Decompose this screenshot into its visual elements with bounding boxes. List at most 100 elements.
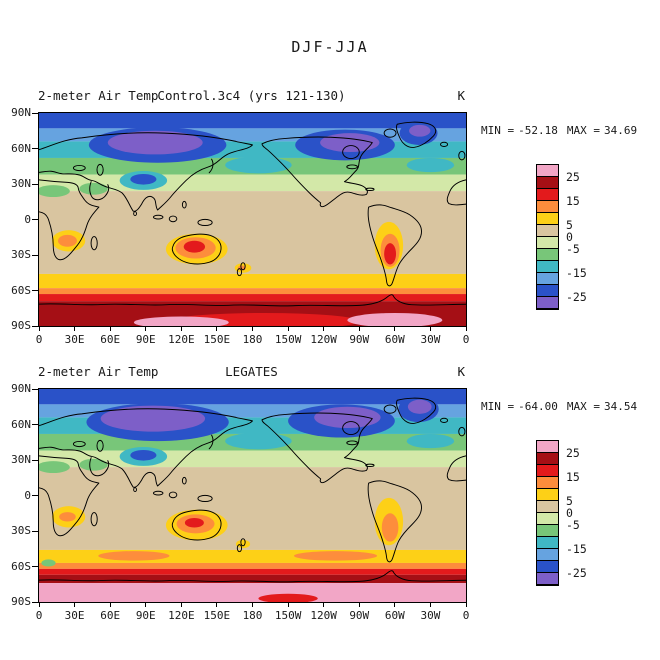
lon-tick-label: 0 bbox=[462, 609, 470, 622]
lon-tick-label: 120E bbox=[168, 609, 195, 622]
panel-title-left: 2-meter Air Temp bbox=[38, 88, 159, 103]
coastline bbox=[39, 132, 253, 212]
lon-tick-label: 0 bbox=[462, 333, 470, 346]
coastline bbox=[39, 455, 100, 537]
island-outline bbox=[152, 490, 164, 496]
lon-tick-mark bbox=[38, 602, 40, 607]
colorbar-segment bbox=[537, 165, 558, 177]
colorbar-segment bbox=[537, 237, 558, 249]
lat-tick-label: 60S bbox=[11, 559, 31, 573]
min-value: -64.00 bbox=[518, 400, 558, 413]
island-outline bbox=[383, 128, 397, 138]
colorbar-tick-label: 5 bbox=[566, 218, 573, 232]
lon-tick-label: 30W bbox=[420, 609, 441, 622]
colorbar-segment bbox=[537, 501, 558, 513]
island-outline bbox=[365, 187, 375, 191]
island-outline bbox=[240, 262, 246, 271]
temperature-field-map bbox=[39, 389, 466, 602]
lat-tick-label: 0 bbox=[24, 212, 31, 226]
island-outline bbox=[365, 463, 375, 467]
lon-tick-mark bbox=[74, 326, 76, 331]
island-outline bbox=[440, 417, 449, 423]
colorbar-segment bbox=[537, 513, 558, 525]
lon-tick-mark bbox=[287, 326, 289, 331]
lon-tick-mark bbox=[216, 326, 218, 331]
coastline bbox=[261, 136, 373, 208]
island-outline bbox=[458, 426, 466, 437]
island-outline bbox=[342, 145, 360, 160]
lat-tick-mark bbox=[32, 424, 38, 425]
lon-tick-label: 30W bbox=[420, 333, 441, 346]
island-outline bbox=[383, 404, 397, 414]
lon-tick-mark bbox=[74, 602, 76, 607]
island-outline bbox=[168, 215, 178, 223]
lon-tick-label: 180 bbox=[242, 609, 263, 622]
colorbar-segment bbox=[537, 249, 558, 261]
lat-tick-mark bbox=[32, 112, 38, 114]
lat-tick-mark bbox=[32, 459, 38, 461]
lat-tick-label: 90S bbox=[11, 595, 31, 608]
coastline bbox=[446, 179, 466, 206]
lon-tick-mark bbox=[109, 326, 111, 331]
colorbar: 25 15 5 0 -5 -15 -25 bbox=[536, 440, 587, 586]
lon-tick-mark bbox=[323, 326, 325, 331]
colorbar-segment bbox=[537, 225, 558, 237]
coastline bbox=[39, 179, 100, 261]
panel-title-row: 2-meter Air Temp Control.3c4 (yrs 121-13… bbox=[38, 88, 465, 104]
coastline bbox=[39, 570, 466, 583]
island-outline bbox=[72, 440, 86, 448]
coastline bbox=[367, 204, 422, 287]
lat-tick-mark bbox=[32, 290, 38, 291]
lon-tick-mark bbox=[394, 602, 396, 607]
panel-title-row: 2-meter Air Temp LEGATES K bbox=[38, 364, 465, 380]
colorbar: 25 15 5 0 -5 -15 -25 bbox=[536, 164, 587, 310]
lat-tick-label: 30N bbox=[11, 177, 31, 190]
island-outline bbox=[440, 141, 449, 147]
colorbar-segment bbox=[537, 489, 558, 501]
island-outline bbox=[236, 268, 243, 277]
lon-tick-mark bbox=[429, 602, 431, 607]
min-value: -52.18 bbox=[518, 124, 558, 137]
lat-tick-label: 90N bbox=[11, 106, 31, 119]
colorbar-segment bbox=[537, 213, 558, 225]
lat-tick-label: 0 bbox=[24, 488, 31, 502]
island-outline bbox=[152, 214, 164, 220]
lat-tick-label: 30N bbox=[11, 453, 31, 466]
lon-tick-label: 0 bbox=[35, 333, 43, 346]
coastline bbox=[39, 294, 466, 307]
lon-tick-mark bbox=[38, 326, 40, 331]
colorbar-tick-label: -5 bbox=[566, 241, 580, 256]
coastline bbox=[171, 233, 222, 265]
island-outline bbox=[90, 512, 98, 527]
lon-tick-mark bbox=[109, 602, 111, 607]
lon-tick-label: 60E bbox=[100, 333, 121, 346]
colorbar-tick-label: 5 bbox=[566, 494, 573, 508]
lat-tick-mark bbox=[32, 495, 38, 496]
min-label: MIN = bbox=[481, 400, 515, 413]
island-outline bbox=[197, 218, 213, 227]
coastline bbox=[208, 158, 214, 174]
lon-tick-label: 180 bbox=[242, 333, 263, 346]
colorbar-tick-label: -15 bbox=[566, 542, 587, 556]
max-value: 34.54 bbox=[604, 400, 638, 413]
max-label: MAX = bbox=[566, 124, 600, 137]
lon-tick-label: 150W bbox=[274, 333, 302, 346]
colorbar-segment bbox=[537, 261, 558, 273]
colorbar-segment bbox=[537, 201, 558, 213]
coastline bbox=[367, 480, 422, 563]
coastline bbox=[208, 434, 214, 450]
lat-tick-label: 90N bbox=[11, 382, 31, 395]
map-plot-area: 90N 60N 30N 0 30S 60S 90S 0 30E 60E 90E 120E 150E 180… bbox=[11, 106, 469, 346]
colorbar-tick-label: 25 bbox=[566, 445, 580, 460]
coastline bbox=[261, 412, 373, 484]
lat-tick-label: 90S bbox=[11, 319, 31, 332]
lat-tick-mark bbox=[32, 530, 38, 532]
lon-tick-mark bbox=[180, 326, 182, 331]
island-outline bbox=[90, 236, 98, 251]
colorbar-segment bbox=[537, 561, 558, 573]
lat-tick-mark bbox=[32, 601, 38, 603]
island-outline bbox=[342, 421, 360, 436]
lat-tick-mark bbox=[32, 388, 38, 390]
colorbar-segment bbox=[537, 525, 558, 537]
colorbar-segment bbox=[537, 465, 558, 477]
